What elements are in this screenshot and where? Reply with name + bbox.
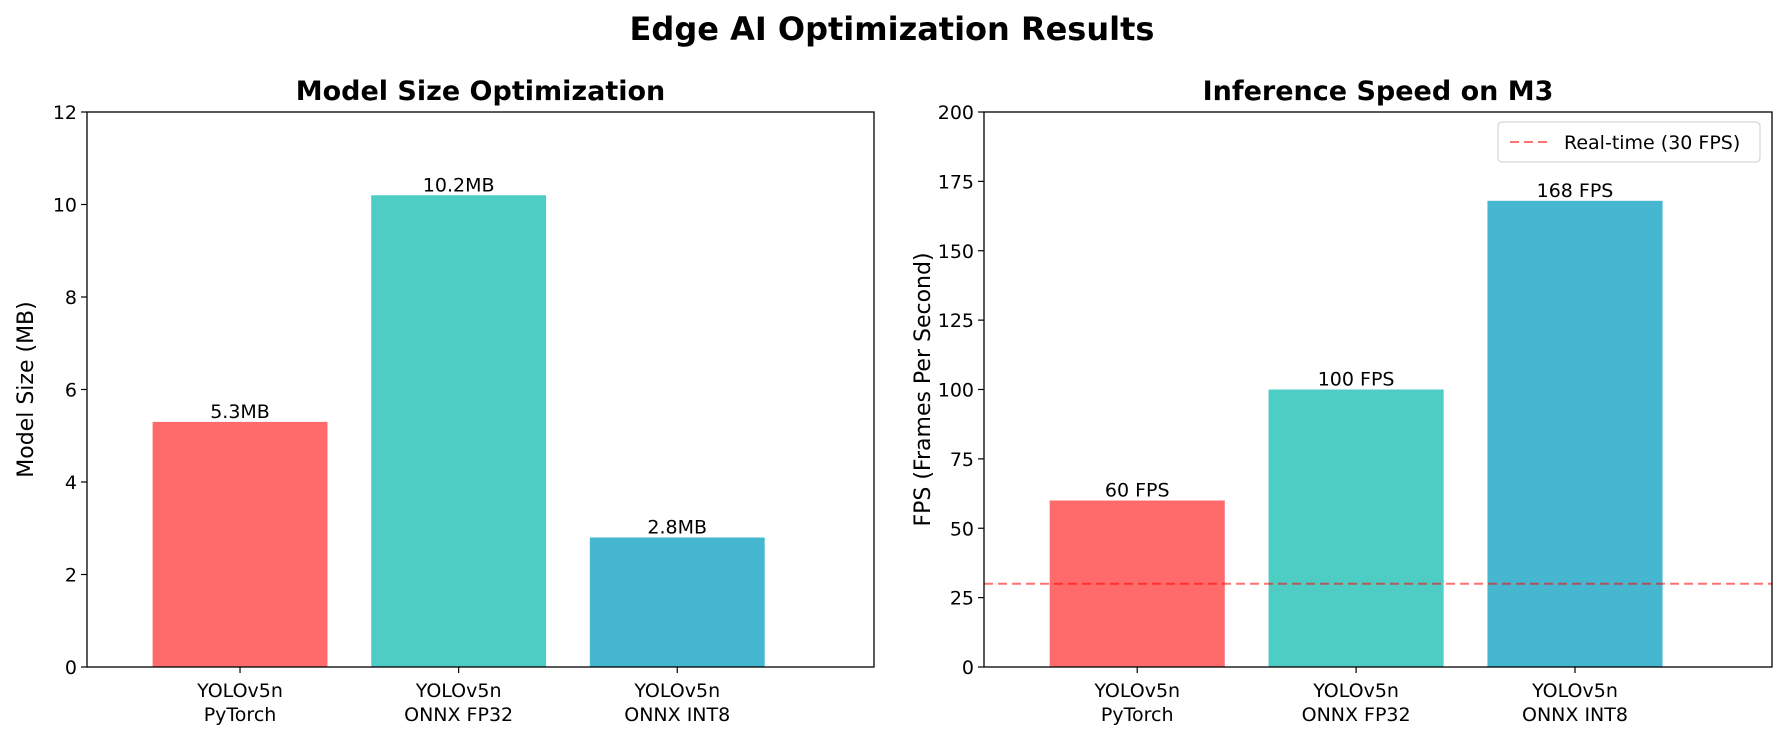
- x-tick-label: YOLOv5n PyTorch: [1093, 680, 1180, 726]
- chart-title: Inference Speed on M3: [1203, 76, 1554, 107]
- bar: [589, 537, 765, 667]
- chart-model-size: Model Size Optimization Model Size (MB) 5.…: [14, 76, 875, 726]
- chart-title: Model Size Optimization: [296, 76, 666, 107]
- y-tick-label: 100: [938, 380, 974, 402]
- y-tick-label: 0: [962, 657, 974, 679]
- bar: [1487, 200, 1663, 668]
- bar-value-label: 5.3MB: [210, 401, 270, 423]
- bar-value-label: 168 FPS: [1537, 180, 1614, 202]
- y-tick-label: 75: [950, 449, 974, 471]
- y-tick-label: 175: [938, 171, 974, 193]
- bar: [1268, 389, 1444, 667]
- y-tick-label: 8: [65, 287, 77, 309]
- y-tick-label: 25: [950, 588, 974, 610]
- y-tick-label: 150: [938, 241, 974, 263]
- x-tick-label: YOLOv5n ONNX FP32: [1302, 680, 1411, 726]
- chart-inference-speed: Inference Speed on M3 FPS (Frames Per Sec…: [911, 76, 1773, 726]
- bar-value-label: 60 FPS: [1105, 480, 1170, 502]
- x-tick-label: YOLOv5n PyTorch: [196, 680, 283, 726]
- legend-box: [1497, 121, 1761, 163]
- y-tick-label: 200: [938, 102, 974, 124]
- figure-title: Edge AI Optimization Results: [630, 10, 1155, 48]
- x-tick-label: YOLOv5n ONNX FP32: [404, 680, 513, 726]
- y-tick-label: 2: [65, 565, 77, 587]
- y-tick-label: 125: [938, 310, 974, 332]
- bar: [371, 195, 547, 667]
- bar-value-label: 100 FPS: [1318, 369, 1395, 391]
- y-tick-label: 4: [65, 472, 77, 494]
- y-tick-label: 10: [53, 195, 77, 217]
- y-tick-label: 12: [53, 102, 77, 124]
- y-axis-label: Model Size (MB): [14, 301, 39, 477]
- x-tick-label: YOLOv5n ONNX INT8: [624, 680, 730, 726]
- y-axis-label: FPS (Frames Per Second): [911, 252, 936, 526]
- y-tick-label: 0: [65, 657, 77, 679]
- bar-value-label: 2.8MB: [647, 517, 707, 539]
- y-tick-label: 50: [950, 518, 974, 540]
- bar-value-label: 10.2MB: [423, 174, 495, 196]
- y-tick-label: 6: [65, 380, 77, 402]
- legend-entry: Real-time (30 FPS): [1564, 132, 1740, 154]
- bar: [152, 421, 328, 667]
- x-tick-label: YOLOv5n ONNX INT8: [1522, 680, 1628, 726]
